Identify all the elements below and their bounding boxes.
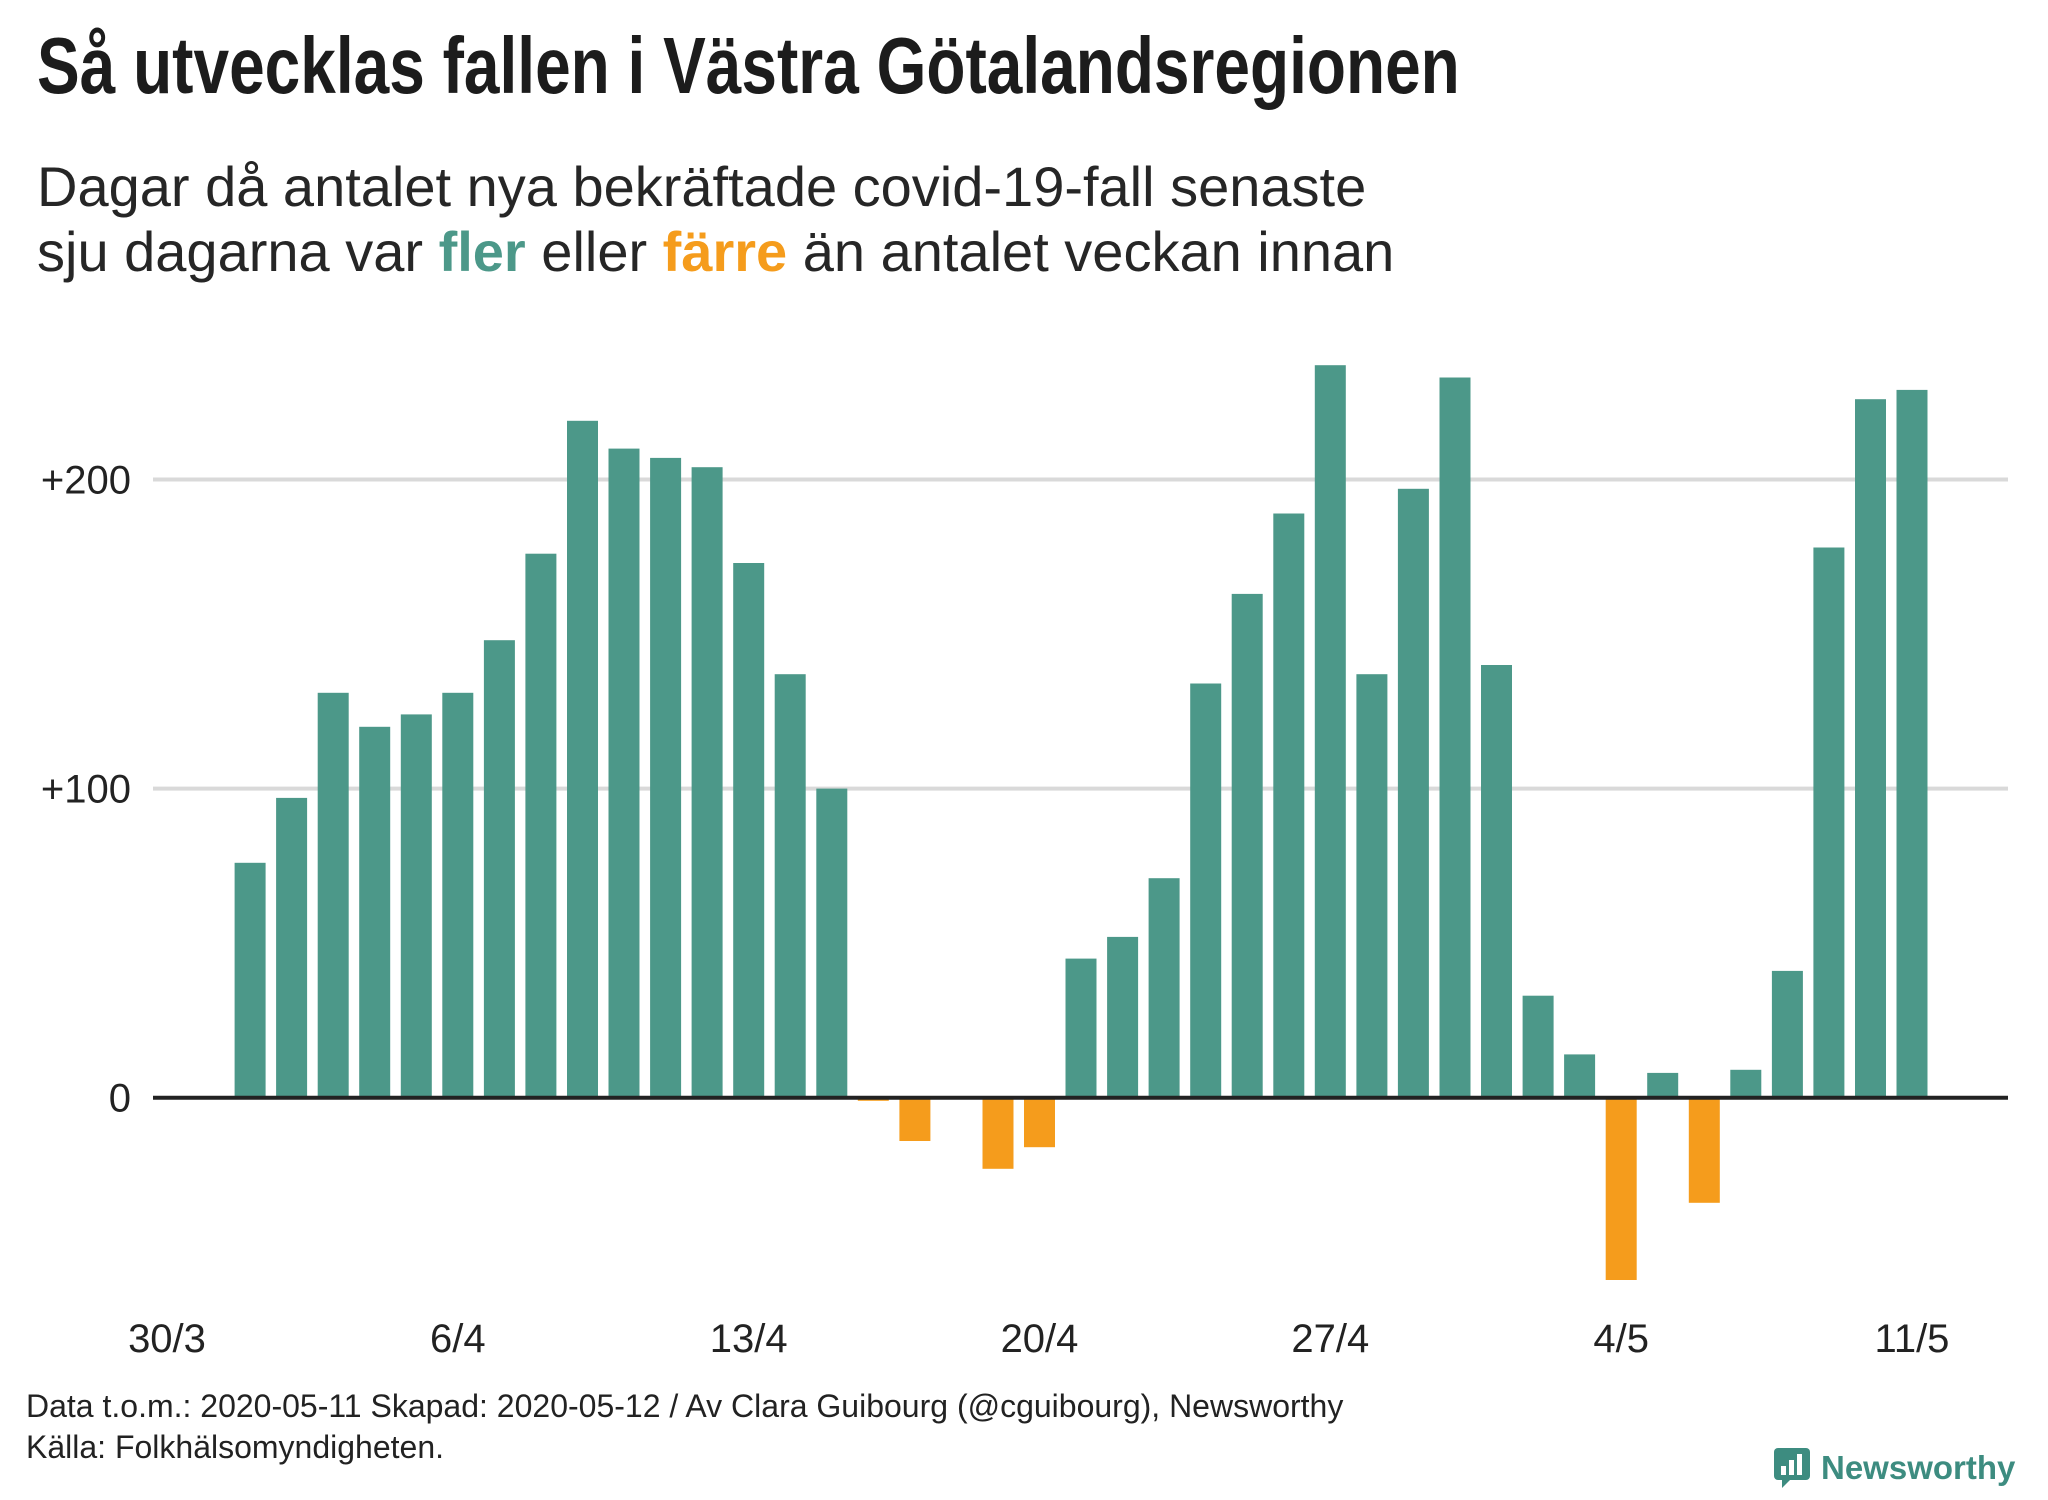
chart-subtitle: Dagar då antalet nya bekräftade covid-19… <box>37 154 1394 284</box>
chart-title: Så utvecklas fallen i Västra Götalandsre… <box>37 21 1460 110</box>
bar-5-5 <box>1647 1072 1679 1098</box>
footer-source: Källa: Folkhälsomyndigheten. <box>26 1429 445 1465</box>
bar-24-4 <box>1190 683 1222 1098</box>
x-tick-label-30-3: 30/3 <box>128 1317 206 1361</box>
x-tick-label-11-5: 11/5 <box>1875 1317 1950 1361</box>
bar-21-4 <box>1065 958 1097 1098</box>
x-tick-label-27-4: 27/4 <box>1291 1317 1369 1361</box>
y-tick-label-100: +100 <box>41 768 131 812</box>
bar-11-5 <box>1896 389 1928 1098</box>
bar-19-4 <box>982 1097 1014 1169</box>
bar-27-4 <box>1314 365 1346 1098</box>
bar-8-4 <box>525 553 557 1098</box>
footer: Data t.o.m.: 2020-05-11 Skapad: 2020-05-… <box>26 1386 1343 1468</box>
bar-22-4 <box>1107 936 1139 1098</box>
bar-2-4 <box>276 797 308 1098</box>
bar-6-4 <box>442 692 474 1098</box>
bar-23-4 <box>1148 878 1180 1098</box>
subtitle-line-2: sju dagarna var fler eller färre än anta… <box>37 219 1394 284</box>
bar-4-5 <box>1605 1097 1637 1280</box>
footer-data-note: Data t.o.m.: 2020-05-11 Skapad: 2020-05-… <box>26 1388 1344 1424</box>
subtitle-line-2-end: än antalet veckan innan <box>787 220 1395 283</box>
bar-3-5 <box>1564 1054 1596 1098</box>
bar-28-4 <box>1356 674 1388 1098</box>
bar-17-4 <box>899 1097 931 1141</box>
bar-14-4 <box>774 674 806 1098</box>
y-tick-label-0: 0 <box>109 1077 131 1121</box>
bar-7-5 <box>1730 1069 1762 1098</box>
bar-1-4 <box>234 862 266 1098</box>
bar-10-4 <box>608 448 640 1098</box>
bar-11-4 <box>650 457 682 1098</box>
bar-25-4 <box>1231 593 1263 1098</box>
bar-1-5 <box>1481 665 1512 1098</box>
legend-fewer-term: färre <box>662 220 788 283</box>
bar-20-4 <box>1024 1097 1055 1148</box>
bar-10-5 <box>1855 399 1886 1098</box>
x-tick-label-20-4: 20/4 <box>1001 1317 1079 1361</box>
x-tick-label-13-4: 13/4 <box>710 1317 788 1361</box>
bar-15-4 <box>816 788 848 1098</box>
bar-2-5 <box>1522 995 1554 1098</box>
x-tick-label-4-5: 4/5 <box>1593 1317 1649 1361</box>
bar-6-5 <box>1688 1097 1720 1203</box>
bar-9-5 <box>1813 547 1845 1098</box>
bar-8-5 <box>1771 970 1803 1098</box>
subtitle-line-1: Dagar då antalet nya bekräftade covid-19… <box>37 155 1367 218</box>
bar-9-4 <box>567 420 598 1098</box>
bar-26-4 <box>1273 513 1305 1098</box>
bar-5-4 <box>400 714 432 1098</box>
bar-7-4 <box>483 640 515 1098</box>
bar-3-4 <box>317 692 349 1098</box>
x-tick-label-6-4: 6/4 <box>430 1317 486 1361</box>
bar-12-4 <box>691 467 723 1098</box>
subtitle-between: eller <box>525 220 663 283</box>
bar-30-4 <box>1439 377 1471 1098</box>
y-tick-label-200: +200 <box>41 459 131 503</box>
legend-more-term: fler <box>438 220 526 283</box>
newsworthy-logo-icon <box>1774 1448 1810 1488</box>
subtitle-line-2-start: sju dagarna var <box>37 220 439 283</box>
bar-29-4 <box>1397 488 1429 1098</box>
bar-13-4 <box>733 563 765 1098</box>
bar-4-4 <box>359 726 391 1098</box>
newsworthy-logo-text: Newsworthy <box>1821 1449 2016 1486</box>
